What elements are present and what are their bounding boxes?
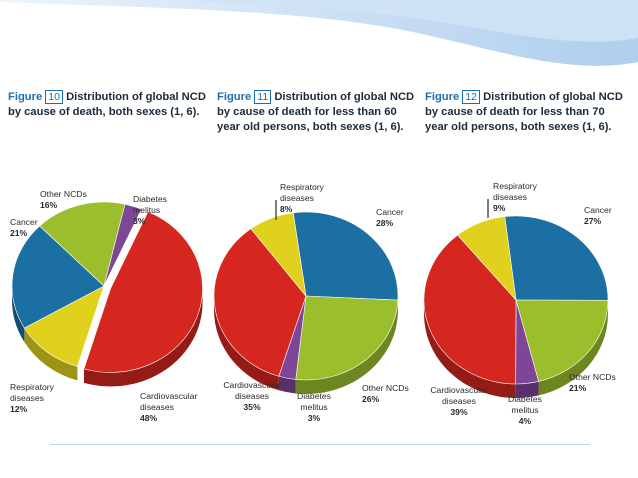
figure-word: Figure (425, 91, 460, 103)
figure-number: 12 (462, 90, 480, 104)
slice-percent: 21% (10, 228, 28, 238)
figure-word: Figure (8, 91, 43, 103)
pie-slice-side-respiratory (24, 328, 78, 381)
figure-number: 10 (45, 90, 63, 104)
figure-number: 11 (254, 90, 272, 104)
slice-label: Respiratory diseases (493, 181, 538, 202)
pie-slice-other (295, 295, 399, 381)
pie-slice-cancer (504, 215, 609, 301)
slice-label: Diabetes melitus (297, 391, 331, 412)
pie-slice-side-other (295, 300, 398, 394)
pie-slice-cardiovascular (423, 234, 517, 385)
caption-text: Distribution of global NCD by cause of d… (217, 91, 415, 133)
slice-percent: 4% (519, 416, 532, 426)
slice-label: Cardiovascular diseases (140, 391, 197, 412)
slice-label: Cardiovascular diseases (223, 380, 280, 401)
decorative-banner (0, 0, 638, 70)
pie-slice-side-other (538, 300, 608, 396)
divider (50, 444, 590, 445)
pie-slice-respiratory (23, 285, 105, 367)
pie-slice-cancer (11, 225, 105, 329)
slice-label: Cancer (376, 207, 404, 217)
figure-10-caption: Figure 10 Distribution of global NCD by … (8, 90, 213, 120)
slice-label: Respiratory diseases (280, 182, 325, 203)
pie-slice-respiratory (250, 212, 307, 298)
slice-percent: 8% (280, 204, 293, 214)
slice-label: Cancer (584, 205, 612, 215)
slice-percent: 9% (493, 203, 506, 213)
slice-label: Cancer (10, 217, 38, 227)
caption-text: Distribution of global NCD by cause of d… (8, 91, 206, 118)
slice-label: Diabetes melitus (133, 194, 167, 215)
figure-12-caption: Figure 12 Distribution of global NCD by … (425, 90, 630, 135)
figure-11-caption: Figure 11 Distribution of global NCD by … (217, 90, 422, 135)
pie-slice-cardiovascular (83, 211, 203, 373)
slice-label: Diabetes melitus (508, 394, 542, 415)
pie-slice-diabetes (103, 203, 142, 287)
slice-percent: 48% (140, 413, 158, 423)
slice-percent: 12% (10, 404, 28, 414)
slice-label: Other NCDs (569, 372, 616, 382)
slice-percent: 35% (243, 402, 261, 412)
slice-percent: 28% (376, 218, 394, 228)
pie-slice-side-diabetes (515, 381, 539, 399)
slice-percent: 3% (133, 216, 146, 226)
slice-percent: 27% (584, 216, 602, 226)
slice-percent: 16% (40, 200, 58, 210)
pie-slice-respiratory (457, 216, 517, 301)
slice-label: Other NCDs (362, 383, 409, 393)
slice-label: Other NCDs (40, 189, 87, 199)
caption-text: Distribution of global NCD by cause of d… (425, 91, 623, 133)
slice-percent: 3% (308, 413, 321, 423)
slice-label: Cardiovascular diseases (430, 385, 487, 406)
slice-percent: 39% (450, 407, 468, 417)
figure-word: Figure (217, 91, 252, 103)
pie-slice-other (515, 299, 609, 382)
slice-label: Respiratory diseases (10, 382, 55, 403)
pie-slice-cancer (292, 211, 399, 301)
pie-slice-side-cardiovascular (214, 296, 279, 391)
pie-slice-side-cancer (12, 286, 25, 342)
pie-slice-side-cardiovascular (424, 300, 516, 398)
pie-slice-side-cardiovascular (83, 288, 203, 387)
pie-slice-cardiovascular (213, 228, 307, 377)
slice-percent: 26% (362, 394, 380, 404)
slice-percent: 21% (569, 383, 587, 393)
pie-slice-side-diabetes (278, 376, 296, 394)
pie-slice-other (39, 201, 126, 287)
